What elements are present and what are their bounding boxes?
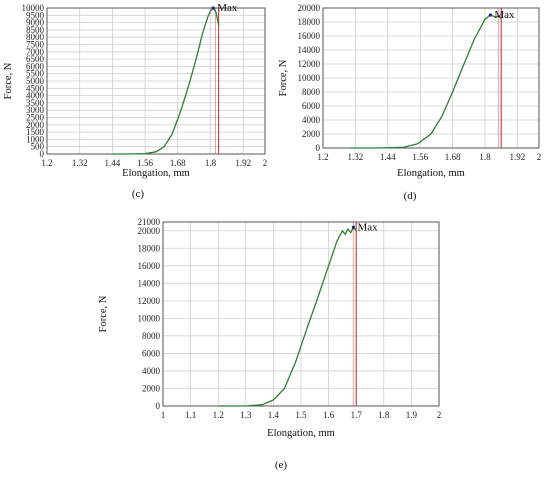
plot-frame [322, 7, 540, 149]
x-tick-label: 1.56 [137, 158, 153, 168]
x-tick-label: 1 [161, 410, 166, 420]
x-tick-label: 1.92 [235, 158, 251, 168]
x-tick-label: 1.4 [268, 410, 280, 420]
y-tick-label: 10000 [138, 313, 161, 323]
y-tick-label: 21000 [138, 217, 161, 227]
y-tick-label: 16000 [298, 31, 321, 41]
x-tick-label: 2 [263, 158, 268, 168]
y-tick-label: 2000 [302, 129, 321, 139]
x-tick-label: 1.6 [323, 410, 335, 420]
x-tick-label: 1.32 [72, 158, 88, 168]
x-tick-label: 1.9 [406, 410, 418, 420]
y-tick-label: 6500 [26, 54, 45, 64]
y-tick-label: 12000 [298, 59, 321, 69]
x-axis-label: Elongation, mm [122, 168, 190, 179]
y-tick-label: 18000 [138, 243, 161, 253]
y-tick-label: 4500 [26, 83, 45, 93]
y-tick-label: 6000 [142, 348, 161, 358]
panel-caption: (c) [132, 188, 145, 200]
y-axis-label: Force, N [98, 295, 109, 332]
y-tick-label: 0 [156, 401, 161, 411]
y-tick-label: 4000 [302, 115, 321, 125]
y-tick-label: 12000 [138, 296, 161, 306]
y-tick-label: 3500 [26, 98, 45, 108]
y-tick-label: 20000 [298, 3, 321, 13]
x-axis-label: Elongation, mm [397, 168, 465, 179]
x-tick-label: 1.2 [213, 410, 224, 420]
x-tick-label: 1.56 [412, 152, 428, 162]
y-tick-label: 6000 [302, 101, 321, 111]
max-label: Max [494, 9, 515, 21]
y-tick-label: 5000 [26, 76, 45, 86]
y-tick-label: 14000 [298, 45, 321, 55]
x-axis-label: Elongation, mm [267, 428, 335, 439]
y-axis-label: Force, N [3, 62, 14, 99]
y-tick-label: 14000 [138, 278, 161, 288]
plot-frame [162, 221, 440, 407]
y-tick-label: 8500 [26, 25, 45, 35]
max-point [488, 13, 492, 17]
x-tick-label: 1.5 [295, 410, 307, 420]
y-tick-label: 16000 [138, 261, 161, 271]
y-tick-label: 8000 [26, 32, 45, 42]
x-tick-label: 1.92 [510, 152, 526, 162]
plot-frame [46, 7, 266, 155]
x-tick-label: 1.3 [240, 410, 252, 420]
y-tick-label: 1000 [26, 134, 45, 144]
y-tick-label: 9000 [26, 18, 45, 28]
y-tick-label: 0 [316, 143, 321, 153]
x-tick-label: 1.1 [185, 410, 196, 420]
x-tick-label: 1.68 [445, 152, 461, 162]
y-tick-label: 4000 [26, 91, 45, 101]
y-tick-label: 8000 [302, 87, 321, 97]
x-tick-label: 1.2 [317, 152, 328, 162]
y-tick-label: 7000 [26, 47, 45, 57]
panel-caption: (e) [275, 459, 288, 471]
y-tick-label: 5500 [26, 69, 45, 79]
max-label: Max [357, 221, 378, 233]
x-tick-label: 1.44 [105, 158, 121, 168]
y-tick-label: 4000 [142, 366, 161, 376]
max-label: Max [217, 2, 238, 14]
chart-c: 0500100015002000250030003500400045005000… [3, 2, 268, 200]
y-tick-label: 7500 [26, 40, 45, 50]
x-tick-label: 2 [537, 152, 542, 162]
y-tick-label: 500 [31, 142, 45, 152]
y-tick-label: 20000 [138, 226, 161, 236]
x-tick-label: 1.7 [351, 410, 363, 420]
y-tick-label: 6000 [26, 61, 45, 71]
x-tick-label: 1.44 [380, 152, 396, 162]
y-tick-label: 9500 [26, 10, 45, 20]
x-tick-label: 1.68 [170, 158, 186, 168]
panel-caption: (d) [404, 190, 417, 202]
series-line [218, 226, 357, 407]
x-tick-label: 1.2 [41, 158, 52, 168]
y-tick-label: 2000 [26, 120, 45, 130]
y-tick-label: 10000 [298, 73, 321, 83]
x-tick-label: 1.8 [479, 152, 491, 162]
chart-e: 0 2000 4000 6000 8000 10000 12000 14000 16000 180… [98, 217, 442, 471]
y-axis-label: Force, N [278, 59, 289, 96]
y-tick-label: 1500 [26, 127, 45, 137]
grid [46, 7, 266, 155]
y-tick-label: 3000 [26, 105, 45, 115]
x-tick-label: 1.8 [378, 410, 390, 420]
y-tick-label: 2000 [142, 383, 161, 393]
x-tick-label: 1.32 [348, 152, 364, 162]
max-point [351, 225, 356, 229]
max-point [211, 6, 215, 10]
y-tick-label: 10000 [22, 3, 45, 13]
chart-d: 0 2000 4000 6000 8000 10000 12000 14000 16000 180… [278, 3, 542, 202]
x-tick-label: 2 [437, 410, 442, 420]
y-tick-label: 18000 [298, 17, 321, 27]
y-tick-label: 2500 [26, 113, 45, 123]
y-tick-label: 8000 [142, 331, 161, 341]
x-tick-label: 1.8 [205, 158, 217, 168]
y-tick-label: 0 [40, 149, 45, 159]
series-line [350, 14, 502, 149]
